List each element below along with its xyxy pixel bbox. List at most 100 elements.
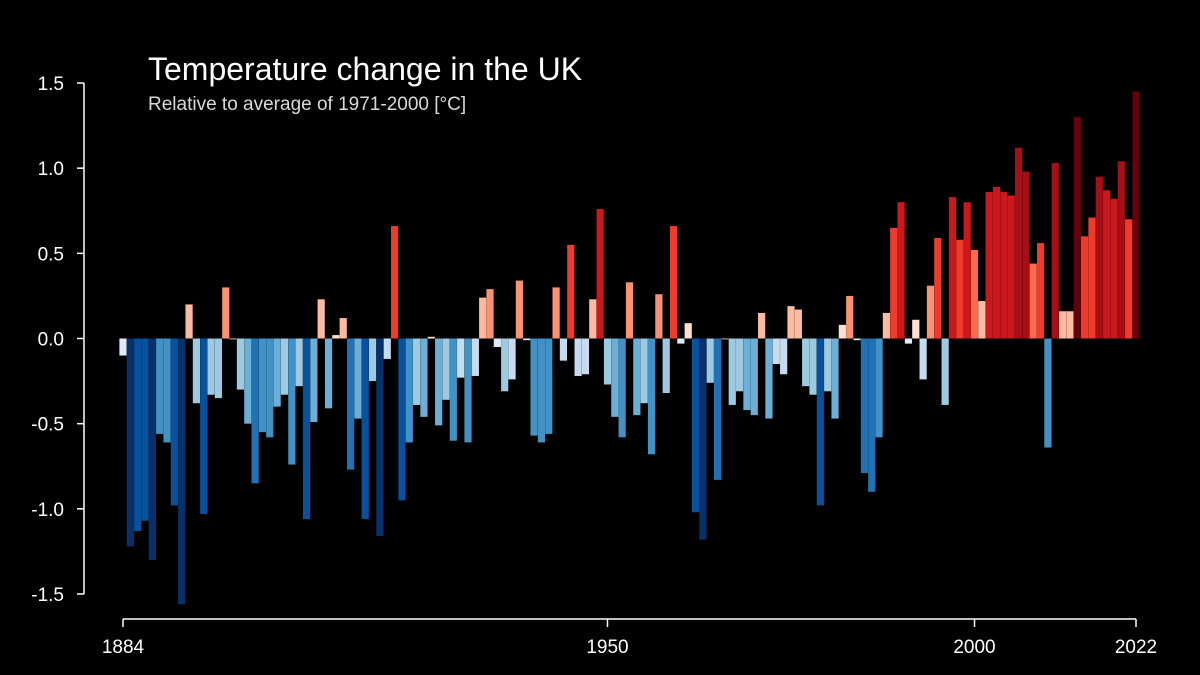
bar bbox=[141, 338, 149, 521]
bar bbox=[904, 338, 913, 344]
bar bbox=[772, 338, 780, 365]
bar bbox=[413, 338, 421, 405]
bar bbox=[611, 338, 619, 417]
bar bbox=[126, 338, 134, 547]
bar bbox=[288, 338, 296, 465]
y-tick-label: 0.5 bbox=[38, 244, 64, 265]
bar bbox=[794, 309, 802, 339]
bar bbox=[354, 338, 362, 419]
bar bbox=[398, 338, 406, 501]
bar bbox=[625, 282, 634, 339]
bar bbox=[1044, 338, 1052, 448]
bar bbox=[677, 338, 685, 344]
bar bbox=[280, 338, 289, 395]
bar bbox=[985, 192, 993, 339]
bar bbox=[170, 338, 178, 506]
bar bbox=[515, 280, 523, 339]
bar bbox=[501, 338, 509, 392]
bar bbox=[970, 249, 979, 339]
bar bbox=[368, 338, 377, 382]
bar bbox=[926, 285, 935, 339]
bar bbox=[603, 338, 612, 385]
bar bbox=[919, 338, 927, 380]
bar bbox=[523, 338, 531, 341]
bar bbox=[581, 338, 590, 375]
bar bbox=[442, 338, 450, 400]
bar bbox=[948, 197, 957, 339]
bar bbox=[317, 299, 325, 339]
bar bbox=[589, 299, 597, 339]
bar bbox=[192, 338, 200, 404]
bar bbox=[405, 338, 413, 443]
bar bbox=[163, 338, 171, 443]
bar bbox=[1117, 161, 1125, 339]
bar bbox=[713, 338, 722, 480]
chart-subtitle: Relative to average of 1971-2000 [°C] bbox=[148, 94, 466, 115]
bar bbox=[1095, 176, 1103, 339]
bar bbox=[244, 338, 252, 424]
bar bbox=[824, 338, 832, 392]
bar bbox=[310, 338, 318, 422]
bar bbox=[530, 338, 538, 436]
bar bbox=[978, 301, 986, 339]
y-tick-label: 1.0 bbox=[38, 159, 64, 180]
bar bbox=[1014, 147, 1023, 339]
bar bbox=[750, 338, 758, 416]
bar bbox=[156, 338, 164, 434]
bar bbox=[1132, 91, 1140, 339]
bar bbox=[633, 338, 641, 416]
bar bbox=[662, 338, 670, 394]
bar bbox=[207, 338, 215, 395]
bar bbox=[383, 338, 391, 359]
bar bbox=[684, 323, 692, 339]
x-axis: 1884 1950 2000 2022 bbox=[102, 618, 1157, 658]
bar bbox=[1088, 217, 1096, 339]
bar bbox=[1036, 243, 1045, 339]
bar bbox=[134, 338, 142, 531]
bar bbox=[420, 338, 428, 417]
bar bbox=[728, 338, 736, 405]
bar bbox=[706, 338, 714, 383]
bar bbox=[258, 338, 267, 433]
bar bbox=[295, 338, 303, 387]
bar bbox=[691, 338, 700, 513]
bar bbox=[721, 338, 729, 340]
bars-group bbox=[119, 91, 1140, 605]
bar bbox=[266, 338, 274, 438]
bar bbox=[860, 338, 868, 474]
bar bbox=[493, 338, 501, 348]
bar bbox=[853, 338, 861, 341]
bar bbox=[765, 338, 773, 419]
bar bbox=[699, 338, 707, 540]
bar bbox=[736, 338, 744, 392]
bar bbox=[559, 338, 568, 361]
y-tick-label: 1.5 bbox=[38, 74, 64, 95]
bar bbox=[787, 306, 795, 339]
bar bbox=[273, 338, 281, 407]
bar bbox=[941, 338, 949, 405]
y-tick-label: -1.5 bbox=[31, 585, 64, 606]
bar bbox=[229, 338, 237, 340]
bar bbox=[435, 338, 443, 426]
bar bbox=[479, 297, 487, 339]
bar bbox=[1007, 195, 1015, 339]
bar bbox=[882, 312, 891, 339]
bar bbox=[361, 338, 369, 520]
bar bbox=[200, 338, 208, 514]
bar bbox=[846, 295, 854, 339]
chart-title: Temperature change in the UK bbox=[148, 51, 582, 87]
x-tick-label: 2000 bbox=[953, 637, 995, 658]
bar bbox=[427, 336, 435, 339]
bar bbox=[890, 227, 898, 339]
bar bbox=[537, 338, 546, 443]
x-tick-label: 2022 bbox=[1115, 637, 1157, 658]
bar bbox=[1081, 236, 1089, 339]
bar bbox=[552, 287, 560, 339]
bar bbox=[508, 338, 516, 380]
bar bbox=[214, 338, 223, 399]
bar bbox=[1029, 263, 1037, 339]
bar bbox=[457, 338, 465, 378]
bar bbox=[897, 202, 905, 339]
bar bbox=[831, 338, 839, 419]
